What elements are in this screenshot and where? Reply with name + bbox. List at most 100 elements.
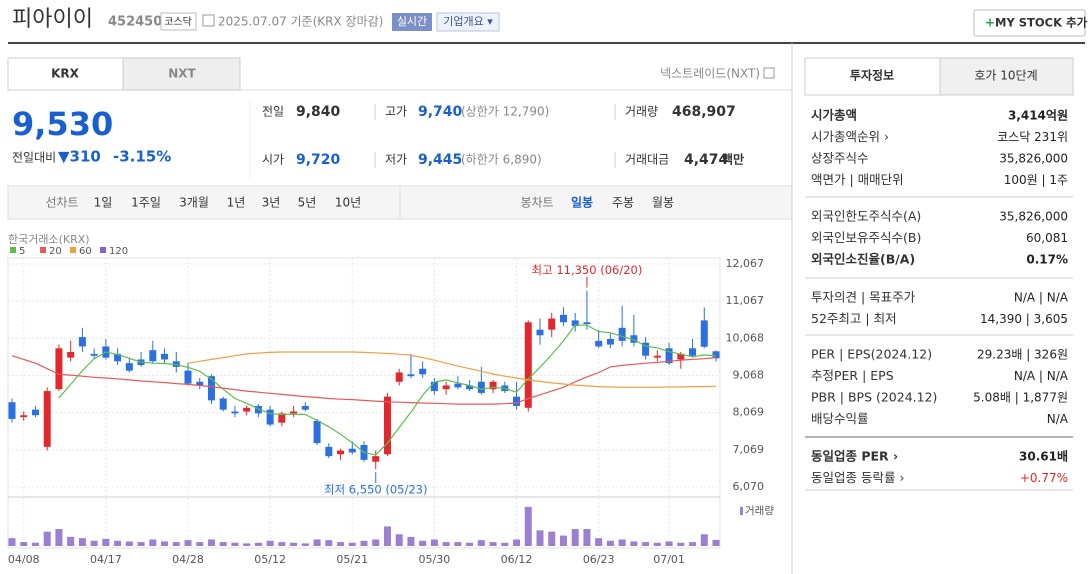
period-button[interactable]: 5년 — [298, 196, 317, 210]
candle-body — [442, 385, 450, 390]
volume-bar — [78, 538, 86, 546]
volume-bar — [243, 543, 251, 546]
volume-bar — [161, 541, 169, 546]
legend-label: 60 — [79, 246, 92, 257]
info-value: 100원 | 1주 — [1004, 173, 1068, 187]
volume-bar — [55, 529, 63, 546]
candle-body — [595, 340, 603, 347]
period-button[interactable]: 1주일 — [131, 196, 161, 210]
y-tick-label: 9,068 — [733, 369, 765, 382]
candle-body — [489, 381, 497, 390]
legend-label: 5 — [19, 246, 25, 257]
volume-bar — [689, 542, 697, 546]
x-tick-label: 05/30 — [419, 553, 451, 566]
x-tick-label: 07/01 — [653, 553, 685, 566]
candle-body — [78, 337, 86, 347]
candle-body — [55, 348, 63, 390]
volume-bar — [642, 542, 650, 546]
candle-body — [266, 409, 274, 425]
candle-body — [125, 363, 133, 371]
volume-bar — [536, 530, 544, 546]
change-label: 전일대비 — [12, 151, 56, 165]
low-label: 최저 6,550 (05/23) — [324, 483, 428, 497]
tab-nxt[interactable]: NXT — [168, 67, 196, 81]
volume-bar — [583, 529, 591, 546]
info-value: N/A | N/A — [1014, 291, 1069, 305]
nxt-link[interactable]: 넥스트레이드(NXT) — [660, 67, 760, 81]
volume-bar — [524, 506, 532, 546]
candle-body — [67, 352, 75, 358]
realtime-badge[interactable]: 실시간 — [397, 15, 427, 28]
legend-swatch — [100, 247, 106, 253]
help-icon — [763, 67, 775, 79]
stat-label: 전일 — [262, 105, 284, 119]
y-tick-label: 10,068 — [726, 331, 765, 344]
calendar-icon — [202, 14, 215, 27]
volume-swatch — [740, 507, 743, 515]
candle-button[interactable]: 월봉 — [652, 196, 674, 210]
candle-body — [90, 353, 98, 356]
info-label: 외국인보유주식수(B) — [811, 230, 921, 245]
change-value: ▼310 — [58, 148, 101, 166]
volume-bar — [184, 540, 192, 546]
info-label: 외국인한도주식수(A) — [811, 209, 921, 224]
x-tick-label: 06/12 — [501, 553, 533, 566]
period-button[interactable]: 1일 — [94, 196, 113, 210]
candle-body — [712, 351, 720, 359]
volume-bar — [430, 539, 438, 546]
tab-nxt-box[interactable] — [122, 57, 241, 91]
stat-label: 거래량 — [625, 105, 658, 119]
volume-bar — [372, 539, 380, 546]
x-tick-label: 05/21 — [336, 553, 368, 566]
volume-label: 거래량 — [745, 505, 774, 517]
candle-body — [196, 381, 204, 386]
y-tick-label: 12,067 — [726, 257, 765, 270]
period-button[interactable]: 3개월 — [179, 196, 209, 210]
info-label: PBR | BPS (2024.12) — [811, 390, 937, 405]
info-label: 52주최고 | 최저 — [811, 311, 897, 326]
mystock-button-box[interactable] — [973, 9, 1086, 37]
candle-body — [583, 322, 591, 325]
volume-bar — [595, 538, 603, 546]
y-tick-label: 7,069 — [733, 443, 765, 456]
legend-label: 120 — [109, 246, 128, 257]
side-tab-box[interactable] — [939, 57, 1074, 96]
candle-body — [395, 372, 403, 382]
mystock-button[interactable]: MY STOCK 추가 — [995, 16, 1088, 30]
side-tab-box[interactable] — [804, 57, 941, 96]
period-button[interactable]: 1년 — [227, 196, 246, 210]
realtime-badge-box[interactable] — [392, 13, 432, 31]
candle-body — [665, 348, 673, 364]
volume-bar — [8, 538, 16, 546]
tab-krx-box[interactable] — [7, 57, 124, 91]
stat-value: 4,474 — [684, 152, 729, 168]
tab-krx[interactable]: KRX — [51, 67, 80, 81]
exchange-label: 한국거래소(KRX) — [8, 233, 90, 246]
market-badge: 코스닥 — [164, 16, 192, 28]
volume-bar — [137, 542, 145, 546]
period-button[interactable]: 10년 — [335, 196, 361, 210]
candle-body — [372, 456, 380, 462]
volume-bar — [677, 542, 685, 546]
stat-value: 9,720 — [296, 152, 341, 168]
company-button[interactable]: 기업개요 ▾ — [443, 15, 493, 28]
volume-bar — [337, 542, 345, 546]
info-value: 35,826,000 — [999, 152, 1068, 166]
ma-line — [11, 355, 717, 405]
side-tab[interactable]: 투자정보 — [850, 68, 894, 83]
side-tab[interactable]: 호가 10단계 — [974, 69, 1037, 83]
candle-button[interactable]: 주봉 — [612, 196, 634, 210]
candle-body — [630, 335, 638, 343]
candle-button[interactable]: 일봉 — [571, 196, 593, 210]
candle-body — [20, 415, 28, 418]
company-button-box[interactable] — [436, 12, 500, 32]
info-value: N/A — [1047, 412, 1069, 426]
legend-swatch — [10, 247, 16, 253]
candle-body — [254, 405, 262, 414]
volume-bar — [454, 542, 462, 546]
stat-value: 9,840 — [296, 104, 341, 120]
stat-value: 9,445 — [418, 152, 462, 168]
info-value: 5.08배 | 1,877원 — [973, 391, 1068, 405]
period-button[interactable]: 3년 — [262, 196, 281, 210]
info-label: 배당수익률 — [811, 411, 869, 426]
